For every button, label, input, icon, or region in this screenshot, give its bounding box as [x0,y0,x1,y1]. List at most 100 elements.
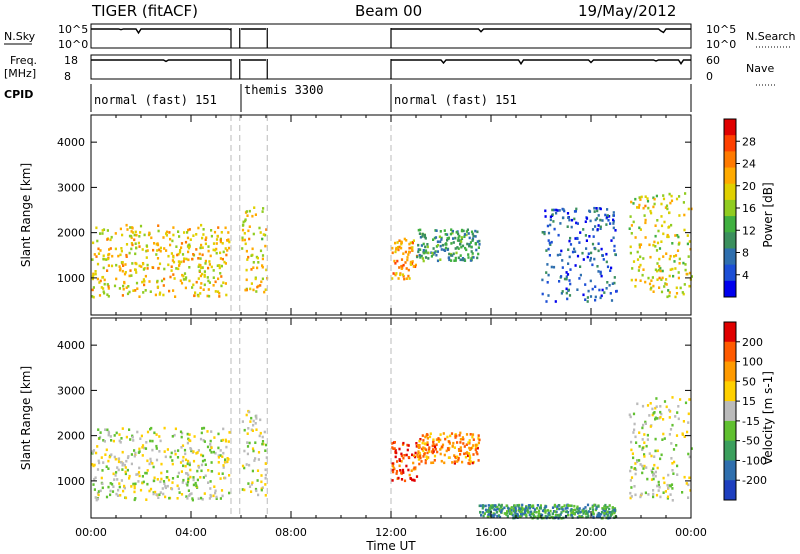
echo-cell [203,273,206,277]
echo-cell [256,479,259,482]
power-x-ticks [90,115,692,315]
echo-cell [197,226,200,230]
echo-cell [565,271,568,274]
echo-cell [666,495,670,499]
echo-cell [630,224,633,227]
echo-cell [629,415,632,419]
echo-cell [114,232,117,235]
echo-cell [139,488,143,492]
echo-cell [401,273,405,276]
echo-cell [157,496,160,499]
echo-cell [414,263,417,267]
echo-cell [99,249,102,252]
echo-cell [192,483,195,487]
echo-cell [410,263,413,266]
echo-cell [664,206,667,209]
echo-cell [263,430,266,434]
echo-cell [606,513,609,517]
echo-cell [423,251,426,255]
echo-cell [105,258,108,261]
echo-cell [650,279,653,282]
echo-cell [92,483,95,486]
echo-cell [424,249,428,252]
echo-cell [518,507,521,510]
echo-cell [632,412,636,416]
echo-cell [524,511,527,514]
echo-cell [117,457,121,460]
echo-cell [168,289,171,293]
echo-cell [577,509,580,513]
echo-cell [176,253,179,257]
echo-cell [190,492,193,495]
echo-cell [463,235,466,238]
echo-cell [162,480,166,483]
echo-cell [677,243,680,246]
echo-cell [546,263,549,266]
echo-cell [505,504,508,507]
echo-cell [113,434,116,437]
echo-cell [162,284,165,287]
echo-cell [219,238,222,242]
echo-cell [118,485,121,489]
echo-cell [203,440,206,443]
echo-cell [576,254,580,258]
colorbar-tick-label: 20 [742,180,756,193]
echo-cell [96,445,99,448]
echo-cell [137,451,140,454]
echo-cell [118,433,121,436]
echo-cell [562,509,565,513]
echo-cell [219,449,222,452]
echo-cell [460,236,463,239]
echo-cell [262,207,265,210]
echo-cell [657,489,660,492]
echo-cell [214,491,217,495]
echo-cell [395,472,398,475]
echo-cell [668,433,671,436]
echo-cell [468,459,471,462]
y-tick-label: 3000 [57,384,85,397]
echo-cell [653,202,656,206]
echo-cell [658,265,661,268]
echo-cell [603,505,606,508]
echo-cell [396,241,399,244]
echo-cell [241,238,244,242]
echo-cell [173,277,176,280]
echo-cell [592,515,595,519]
echo-cell [92,241,95,245]
echo-cell [392,272,395,275]
echo-cell [251,214,254,218]
echo-cell [633,467,637,470]
echo-cell [472,453,475,456]
echo-cell [107,485,110,489]
echo-cell [185,276,188,279]
echo-cell [647,206,650,210]
echo-cell [613,508,616,512]
echo-cell [203,270,206,273]
echo-cell [539,507,542,510]
echo-cell [264,468,267,472]
colorbar-swatch [724,183,736,201]
echo-cell [104,428,107,431]
echo-cell [407,444,410,447]
echo-cell [584,220,587,223]
echo-cell [115,277,118,281]
echo-cell [212,494,215,498]
echo-cell [558,209,561,212]
echo-cell [471,238,474,242]
echo-cell [167,263,170,267]
echo-cell [453,460,456,463]
echo-cell [682,420,685,423]
echo-cell [163,247,166,250]
echo-cell [400,241,403,244]
echo-cell [639,243,643,246]
echo-cell [207,288,210,291]
echo-cell [261,265,264,269]
echo-cell [113,478,116,481]
echo-cell [119,227,122,231]
echo-cell [639,279,642,282]
echo-cell [142,480,145,484]
echo-cell [200,243,203,247]
echo-cell [641,438,644,441]
echo-cell [426,451,429,455]
x-tick-labels: 00:00 04:00 08:00 12:00 16:00 20:00 00:00 [75,526,707,539]
